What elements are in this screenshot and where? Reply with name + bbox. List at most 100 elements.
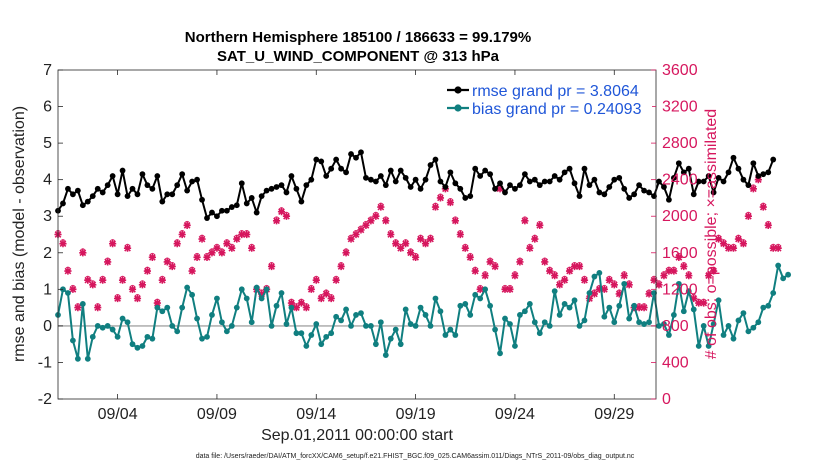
bias-data-point	[740, 310, 747, 316]
bias-data-point	[536, 330, 543, 337]
bias-data-point	[750, 324, 757, 331]
possible-obs-marker	[547, 266, 553, 272]
possible-obs-marker	[552, 271, 558, 277]
bias-data-point	[666, 332, 672, 338]
bias-data-point	[65, 290, 71, 296]
possible-obs-marker	[621, 271, 627, 277]
rmse-data-point	[601, 191, 608, 198]
possible-obs-marker	[571, 262, 578, 268]
possible-obs-marker	[328, 293, 334, 300]
possible-obs-marker	[666, 266, 672, 272]
rmse-data-point	[338, 165, 345, 172]
possible-obs-marker	[298, 298, 305, 304]
possible-obs-marker	[750, 184, 756, 190]
y-right-tick-label: 2000	[662, 208, 698, 225]
rmse-data-point	[214, 213, 220, 220]
possible-obs-marker	[109, 239, 116, 245]
possible-obs-marker	[199, 234, 205, 240]
rmse-data-point	[611, 176, 618, 183]
possible-obs-marker	[219, 248, 225, 254]
rmse-data-point	[392, 178, 399, 185]
possible-obs-marker	[745, 211, 752, 218]
bias-data-point	[417, 304, 424, 311]
x-tick-label: 09/29	[594, 406, 634, 423]
bias-data-point	[223, 328, 230, 335]
bias-data-point	[134, 344, 141, 351]
rmse-data-point	[139, 171, 146, 178]
rmse-data-point	[382, 182, 389, 189]
rmse-data-point	[700, 178, 707, 185]
rmse-data-point	[745, 182, 752, 189]
rmse-data-point	[387, 167, 394, 174]
bias-data-point	[482, 286, 489, 293]
y-right-tick-label: 1200	[662, 281, 698, 298]
rmse-data-point	[551, 173, 558, 179]
possible-obs-marker	[735, 234, 742, 240]
rmse-data-point	[720, 178, 727, 185]
bias-data-point	[298, 330, 305, 337]
chart-subtitle: SAT_U_WIND_COMPONENT @ 313 hPa	[217, 48, 500, 65]
bias-data-point	[606, 304, 613, 311]
rmse-data-point	[60, 200, 66, 207]
bias-data-point	[571, 297, 578, 304]
possible-obs-marker	[393, 239, 399, 245]
possible-obs-marker	[522, 216, 528, 222]
rmse-data-point	[233, 202, 240, 209]
rmse-data-point	[596, 189, 603, 196]
bias-data-point	[377, 319, 384, 326]
possible-obs-marker	[244, 230, 250, 236]
bias-data-point	[626, 315, 633, 322]
possible-obs-marker	[348, 234, 354, 240]
possible-obs-marker	[338, 262, 344, 268]
possible-obs-marker	[532, 234, 538, 240]
bias-data-point	[497, 350, 503, 357]
bias-data-point	[641, 321, 647, 327]
chart-title: Northern Hemisphere 185100 / 186633 = 99…	[185, 29, 531, 46]
x-tick-label: 09/24	[495, 406, 535, 423]
y-tick-label: 0	[43, 318, 52, 335]
rmse-data-point	[755, 173, 762, 179]
possible-obs-marker	[462, 243, 468, 250]
possible-obs-marker	[149, 252, 156, 259]
possible-obs-marker	[720, 239, 727, 245]
rmse-data-point	[472, 165, 479, 172]
rmse-data-point	[710, 189, 717, 196]
possible-obs-marker	[159, 275, 165, 282]
bias-data-point	[228, 322, 235, 329]
possible-obs-marker	[303, 303, 309, 309]
bias-data-point	[248, 319, 255, 326]
rmse-data-point	[740, 176, 747, 183]
possible-obs-marker	[537, 220, 543, 227]
rmse-data-point	[457, 185, 464, 192]
possible-obs-marker	[407, 248, 414, 254]
bias-data-point	[651, 290, 657, 296]
possible-obs-marker	[239, 230, 245, 236]
rmse-data-point	[238, 180, 245, 187]
bias-data-point	[472, 291, 479, 298]
bias-data-point	[139, 343, 146, 349]
possible-obs-marker	[65, 266, 71, 272]
rmse-data-point	[258, 193, 265, 200]
bias-data-point	[174, 328, 181, 335]
bias-data-point	[238, 286, 245, 293]
bias-data-point	[427, 322, 434, 329]
rmse-data-point	[571, 180, 578, 187]
bias-data-point	[233, 304, 240, 311]
bias-data-point	[412, 322, 419, 329]
possible-obs-marker	[114, 293, 121, 300]
bias-data-point	[760, 304, 767, 311]
possible-obs-marker	[214, 243, 220, 250]
possible-obs-marker	[437, 193, 444, 199]
rmse-data-point	[641, 187, 647, 194]
rmse-data-point	[437, 178, 444, 185]
bias-data-point	[258, 295, 265, 302]
y-right-tick-label: 0	[662, 391, 671, 408]
bias-data-point	[690, 306, 697, 313]
possible-obs-marker	[412, 252, 419, 259]
possible-obs-marker	[398, 243, 404, 250]
rmse-data-point	[541, 178, 548, 185]
bias-data-point	[323, 333, 330, 340]
bias-data-point	[154, 304, 161, 311]
bias-data-point	[735, 317, 742, 324]
rmse-data-point	[70, 191, 76, 198]
